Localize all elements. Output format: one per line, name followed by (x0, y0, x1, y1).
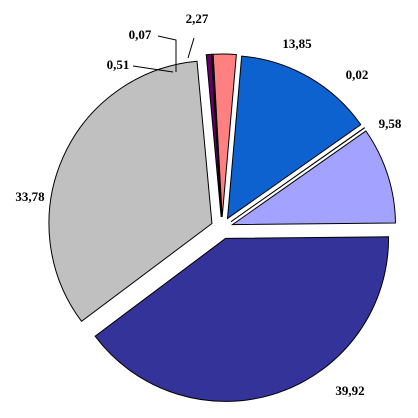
pie-slice (230, 130, 396, 226)
data-label: 2,27 (186, 11, 209, 26)
pie-slice (211, 53, 222, 218)
leader-line (157, 35, 177, 72)
data-label: 33,78 (15, 189, 45, 204)
data-label: 0,02 (346, 67, 369, 82)
pie-slice (212, 53, 237, 218)
pie-slice (94, 236, 390, 402)
data-label: 0,07 (129, 27, 152, 42)
leader-line (132, 65, 174, 73)
data-label: 13,85 (282, 36, 312, 51)
pie-slice (226, 55, 362, 220)
data-label: 9,58 (379, 116, 402, 131)
pie-slice (230, 127, 366, 223)
data-label: 39,92 (335, 383, 364, 398)
data-label: 0,51 (107, 57, 130, 72)
leader-line (187, 37, 195, 59)
pie-slice (48, 60, 213, 323)
